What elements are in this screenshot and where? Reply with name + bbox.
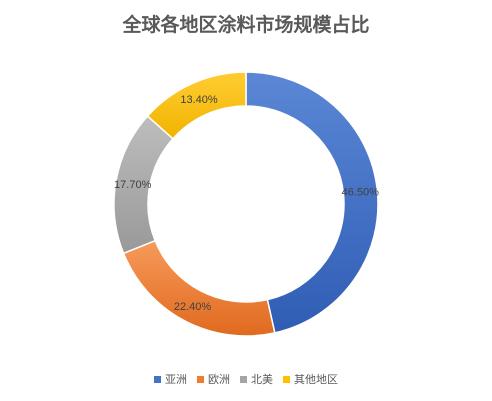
legend-label: 北美 bbox=[251, 373, 273, 386]
slice-europe bbox=[122, 239, 276, 337]
legend-label: 欧洲 bbox=[208, 373, 230, 386]
legend-item-other: 其他地区 bbox=[283, 371, 338, 387]
data-label-north-america: 17.70% bbox=[114, 179, 152, 191]
legend: 亚洲 欧洲 北美 其他地区 bbox=[0, 371, 492, 387]
legend-swatch bbox=[154, 375, 161, 383]
legend-item-asia: 亚洲 bbox=[154, 371, 187, 387]
legend-swatch bbox=[197, 375, 204, 383]
data-label-asia: 46.50% bbox=[342, 186, 380, 198]
slice-other bbox=[146, 71, 247, 140]
legend-swatch bbox=[240, 375, 247, 383]
legend-label: 其他地区 bbox=[294, 373, 338, 386]
legend-label: 亚洲 bbox=[165, 373, 187, 386]
legend-item-europe: 欧洲 bbox=[197, 371, 230, 387]
data-label-other: 13.40% bbox=[180, 94, 218, 106]
legend-swatch bbox=[283, 375, 290, 383]
legend-item-north-america: 北美 bbox=[240, 371, 273, 387]
chart-title: 全球各地区涂料市场规模占比 bbox=[122, 14, 370, 36]
data-label-europe: 22.40% bbox=[174, 301, 212, 313]
slice-asia bbox=[245, 71, 379, 334]
